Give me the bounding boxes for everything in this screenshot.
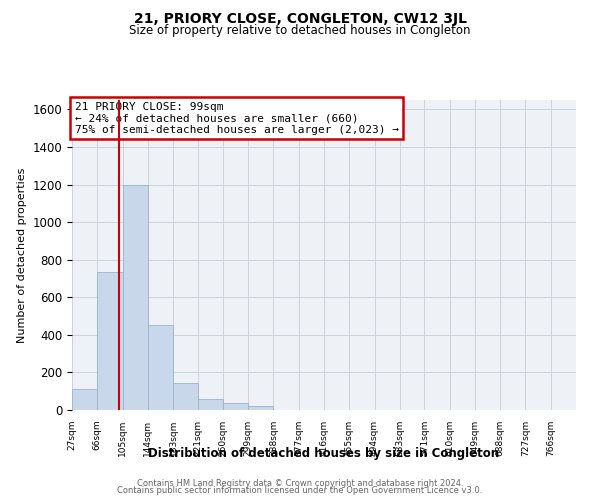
- Text: Size of property relative to detached houses in Congleton: Size of property relative to detached ho…: [129, 24, 471, 37]
- Bar: [122, 184, 148, 410]
- Bar: [173, 383, 197, 410]
- Text: Contains public sector information licensed under the Open Government Licence v3: Contains public sector information licen…: [118, 486, 482, 495]
- Bar: [148, 326, 173, 410]
- Text: Distribution of detached houses by size in Congleton: Distribution of detached houses by size …: [148, 448, 500, 460]
- Text: Contains HM Land Registry data © Crown copyright and database right 2024.: Contains HM Land Registry data © Crown c…: [137, 478, 463, 488]
- Bar: [197, 398, 223, 410]
- Bar: [248, 406, 274, 410]
- Text: 21 PRIORY CLOSE: 99sqm
← 24% of detached houses are smaller (660)
75% of semi-de: 21 PRIORY CLOSE: 99sqm ← 24% of detached…: [74, 102, 398, 134]
- Y-axis label: Number of detached properties: Number of detached properties: [17, 168, 27, 342]
- Text: 21, PRIORY CLOSE, CONGLETON, CW12 3JL: 21, PRIORY CLOSE, CONGLETON, CW12 3JL: [133, 12, 467, 26]
- Bar: [97, 272, 122, 410]
- Bar: [72, 390, 97, 410]
- Bar: [223, 404, 248, 410]
